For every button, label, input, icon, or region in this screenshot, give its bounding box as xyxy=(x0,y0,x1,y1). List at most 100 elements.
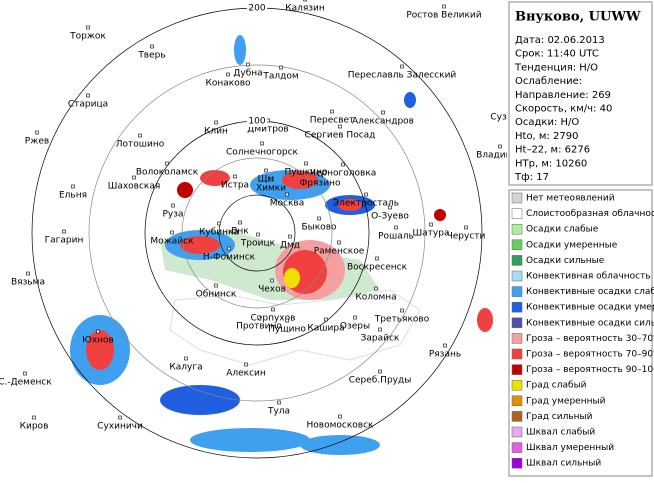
city-dot xyxy=(381,110,385,115)
city-dot xyxy=(226,72,230,77)
city-dot xyxy=(96,329,100,334)
city-label: Клин xyxy=(204,127,228,137)
city-dot xyxy=(429,222,433,227)
city-dot xyxy=(378,369,382,374)
city-label: Сереб.Пруды xyxy=(349,376,412,386)
city-dot xyxy=(374,286,378,291)
city-dot xyxy=(86,93,90,98)
city-label: Тула xyxy=(267,407,290,417)
info-line: Ht–22, м: 6276 xyxy=(515,145,590,156)
city-label: Юхнов xyxy=(82,336,114,346)
info-line: Тф: 17 xyxy=(514,172,549,183)
city-label: Фрязино xyxy=(300,179,341,189)
echoes xyxy=(70,35,493,455)
legend-swatch xyxy=(511,317,523,329)
city-dot xyxy=(271,307,275,312)
legend-box xyxy=(508,189,653,477)
city-label: Солнечногорск xyxy=(226,148,299,158)
city-dot xyxy=(318,172,322,177)
city-label: Щм xyxy=(258,175,275,185)
city-label: Киров xyxy=(20,422,49,432)
city-label: Коломна xyxy=(355,293,396,303)
city-dot xyxy=(338,124,342,129)
city-dot xyxy=(264,168,268,173)
legend-label: Осадки слабые xyxy=(526,225,599,235)
info-line: Срок: 11:40 UTC xyxy=(515,49,599,60)
city-dot xyxy=(498,144,502,149)
city-label: Раменское xyxy=(314,247,365,257)
city-dot xyxy=(304,161,308,166)
city-label: Черноголовка xyxy=(310,169,377,179)
legend-label: Град сильный xyxy=(526,412,593,422)
city-dot xyxy=(341,162,345,167)
legend-swatch xyxy=(511,457,523,469)
legend-label: Осадки умеренные xyxy=(526,240,618,250)
city-dot xyxy=(260,141,264,146)
city-dot xyxy=(330,109,334,114)
city-dot xyxy=(285,192,289,197)
legend-label: Шквал умеренный xyxy=(526,443,614,453)
city-label: Рязань xyxy=(429,350,461,360)
legend-label: Гроза – вероятность 70–90% xyxy=(526,350,654,360)
city-label: Вязьма xyxy=(11,278,45,288)
city-label: Александров xyxy=(352,117,414,127)
city-label: Торжок xyxy=(69,32,106,42)
city-label: Конаково xyxy=(205,79,251,89)
city-label: Чехов xyxy=(258,285,286,295)
city-dot xyxy=(217,221,221,226)
city-label: Третьяково xyxy=(374,315,430,325)
legend-swatch xyxy=(511,379,523,391)
city-dot xyxy=(317,216,321,221)
info-box xyxy=(508,1,653,186)
city-dot xyxy=(269,177,273,182)
city-dot xyxy=(233,174,237,179)
city-label: Зарайск xyxy=(361,334,400,344)
city-label: Волоколамск xyxy=(136,168,199,178)
city-label: Быково xyxy=(301,223,337,233)
city-dot xyxy=(400,64,404,69)
city-dot xyxy=(279,65,283,70)
info-line: Hto, м: 2790 xyxy=(515,131,578,142)
city-label: Талдом xyxy=(262,72,298,82)
city-label: О-Зуево xyxy=(371,212,409,222)
city-label: Алексин xyxy=(226,369,266,379)
city-dot xyxy=(270,278,274,283)
city-dot xyxy=(32,415,36,420)
city-dot xyxy=(277,400,281,405)
legend-label: Конвективная облачность xyxy=(526,272,651,282)
city-dot xyxy=(165,161,169,166)
legend-label: Слоистообразная облачность xyxy=(526,209,654,219)
city-label: Сергиев Посад xyxy=(305,131,376,141)
city-dot xyxy=(246,62,250,67)
city-dot xyxy=(184,356,188,361)
city-label: Ростов Великий xyxy=(406,11,481,21)
city-dot xyxy=(338,414,342,419)
city-dot xyxy=(303,0,307,2)
city-dot xyxy=(132,175,136,180)
info-line: Ослабление: xyxy=(515,76,582,87)
city-label: Воскресенск xyxy=(347,263,408,273)
legend-swatch xyxy=(511,364,523,375)
city-label: Пересвет xyxy=(310,116,355,126)
legend-swatch xyxy=(511,333,523,344)
info-line: НТр, м: 10260 xyxy=(515,158,587,169)
city-dot xyxy=(375,256,379,261)
city-label: Истра xyxy=(221,181,249,191)
city-dot xyxy=(62,229,66,234)
city-dot xyxy=(138,133,142,138)
city-label: Внк xyxy=(231,227,249,237)
city-dot xyxy=(238,220,242,225)
city-label: Шатура xyxy=(413,229,450,239)
info-line: Направление: 269 xyxy=(515,90,611,101)
legend-swatch xyxy=(511,348,523,360)
legend-label: Шквал слабый xyxy=(526,428,595,438)
city-label: С.-Деменск xyxy=(0,378,52,388)
city-dot xyxy=(86,25,90,30)
city-dot xyxy=(257,315,261,320)
city-dot xyxy=(394,225,398,230)
city-label: Ржев xyxy=(25,137,49,147)
city-dot xyxy=(23,371,27,376)
city-label: Тверь xyxy=(137,51,165,61)
legend-swatch xyxy=(511,442,523,453)
legend: Нет метеоявлений Слоистообразная облачнос… xyxy=(511,192,654,469)
